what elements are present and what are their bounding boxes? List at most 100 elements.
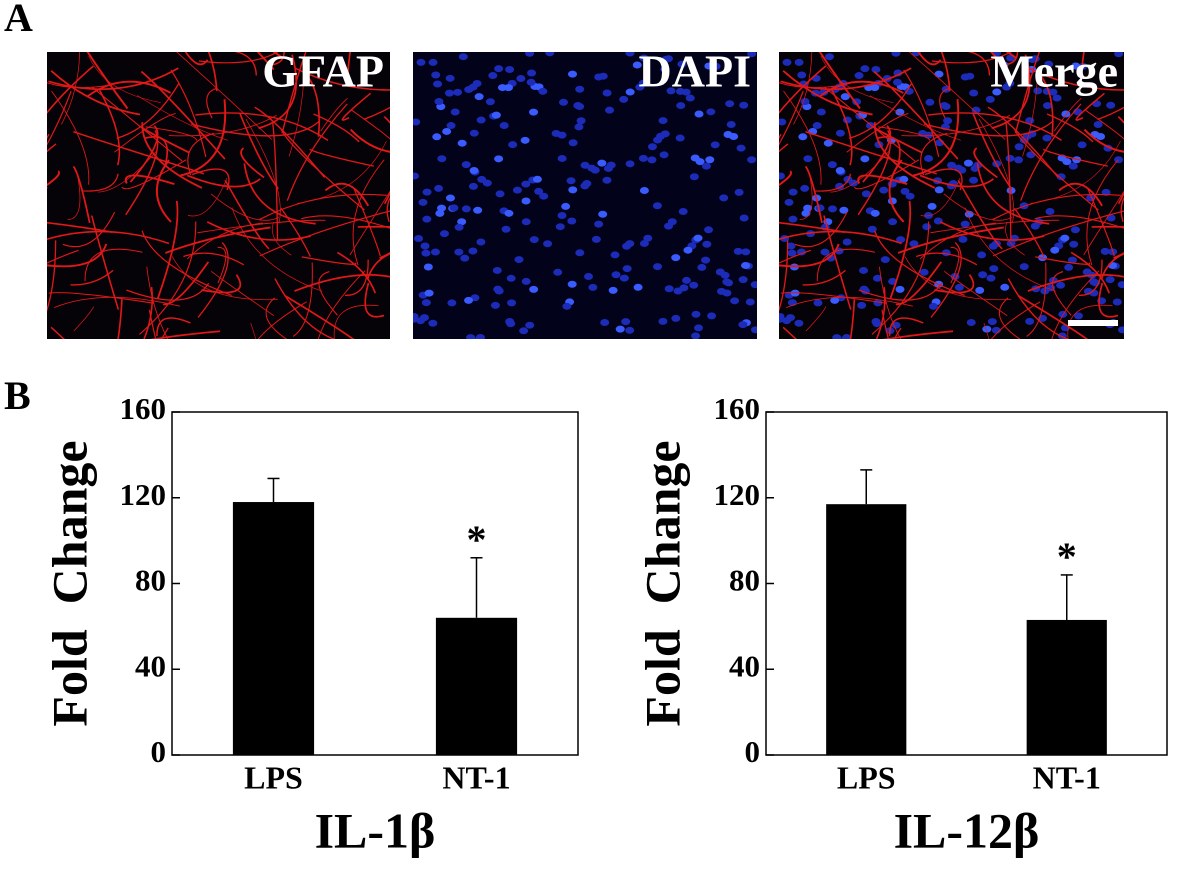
fiber	[162, 261, 210, 306]
fiber	[265, 297, 288, 339]
nucleus	[600, 318, 610, 326]
nucleus	[439, 230, 449, 238]
nucleus	[1112, 298, 1122, 306]
fiber	[816, 248, 876, 282]
nucleus	[639, 187, 649, 195]
fiber	[47, 249, 79, 264]
nucleus	[701, 162, 711, 170]
nucleus	[652, 202, 662, 210]
nucleus	[610, 251, 620, 259]
x-tick-label: LPS	[837, 759, 896, 795]
fiber	[908, 52, 1006, 140]
nucleus	[1100, 247, 1110, 255]
fiber	[820, 55, 894, 103]
fiber	[197, 242, 229, 318]
fiber	[878, 126, 931, 141]
nucleus	[800, 184, 810, 192]
fiber	[903, 69, 940, 158]
nucleus	[580, 161, 590, 169]
nucleus	[525, 321, 535, 329]
fiber	[967, 52, 991, 76]
nucleus	[1043, 102, 1053, 110]
y-tick-label: 0	[745, 734, 761, 769]
nucleus	[1117, 281, 1124, 289]
nucleus	[639, 239, 649, 247]
fiber	[1091, 225, 1124, 228]
nucleus	[422, 188, 432, 196]
x-axis-label: IL-12β	[894, 802, 1040, 858]
fiber	[281, 52, 307, 134]
panel-label: A	[4, 0, 33, 40]
nucleus	[671, 254, 681, 262]
nucleus	[830, 296, 840, 304]
fiber	[877, 136, 901, 167]
nucleus	[664, 285, 674, 293]
fiber	[48, 292, 155, 304]
nucleus	[896, 236, 906, 244]
nucleus	[701, 256, 711, 264]
nucleus	[574, 123, 584, 131]
nucleus	[711, 62, 721, 70]
fiber	[351, 109, 390, 140]
nucleus	[1048, 88, 1058, 96]
nucleus	[681, 88, 691, 96]
nucleus	[505, 65, 515, 73]
nucleus	[685, 94, 695, 102]
nucleus	[975, 286, 985, 294]
fiber	[779, 221, 845, 233]
nucleus	[803, 204, 813, 212]
fiber	[271, 122, 279, 240]
nucleus	[445, 194, 455, 202]
fiber	[217, 246, 227, 284]
fiber	[920, 132, 948, 176]
nucleus	[449, 204, 459, 212]
image-label: DAPI	[639, 46, 751, 97]
fiber	[186, 174, 261, 188]
fiber	[943, 270, 1008, 317]
nucleus	[835, 167, 845, 175]
fiber	[70, 269, 114, 286]
nucleus	[816, 108, 826, 116]
nucleus	[966, 318, 976, 326]
nucleus	[428, 319, 438, 327]
nucleus	[638, 154, 648, 162]
fiber	[939, 221, 1045, 241]
nucleus	[1056, 173, 1066, 181]
fiber	[889, 200, 912, 299]
nucleus	[545, 52, 555, 57]
nucleus	[1005, 154, 1015, 162]
nucleus	[1060, 234, 1070, 242]
fiber	[47, 230, 170, 245]
fiber	[87, 80, 172, 97]
nucleus	[823, 139, 833, 147]
fiber	[341, 92, 372, 121]
nucleus	[1030, 222, 1040, 230]
fiber	[1086, 159, 1119, 266]
nucleus	[933, 217, 943, 225]
x-axis-label: IL-1β	[315, 802, 436, 858]
nucleus	[527, 69, 537, 77]
fiber	[259, 193, 387, 221]
fiber	[1051, 271, 1072, 316]
fiber	[1098, 282, 1119, 318]
fiber	[206, 87, 218, 119]
fiber	[171, 256, 278, 301]
fiber	[320, 97, 348, 132]
nucleus	[745, 298, 755, 306]
fiber	[1042, 148, 1108, 167]
nucleus	[702, 240, 712, 248]
nucleus	[555, 223, 565, 231]
nucleus	[432, 133, 442, 141]
nucleus	[741, 261, 751, 269]
fiber	[1070, 251, 1110, 294]
nucleus	[458, 53, 468, 61]
fiber	[990, 301, 1041, 339]
fiber	[386, 197, 390, 222]
nucleus	[986, 274, 996, 282]
fiber	[303, 71, 320, 137]
fiber	[73, 130, 205, 175]
fiber	[239, 113, 279, 190]
fiber	[915, 252, 978, 266]
nucleus	[1105, 276, 1115, 284]
nucleus	[1019, 263, 1029, 271]
